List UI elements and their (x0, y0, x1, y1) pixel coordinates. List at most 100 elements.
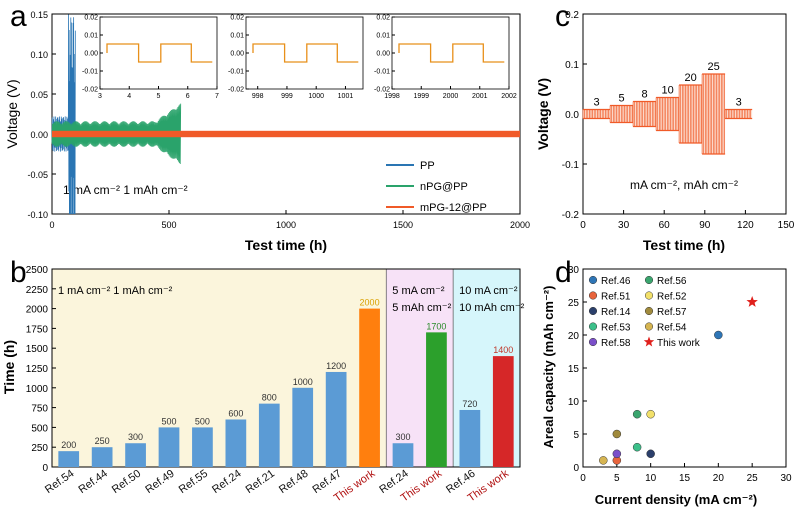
panel-b-bar-value-label: 250 (95, 436, 110, 446)
panel-a-inset-x-tick-label: 5 (157, 93, 161, 100)
panel-b-bar-value-label: 720 (462, 399, 477, 409)
panel-c-rate-performance: Voltage (V) Test time (h) mA cm⁻², mAh c… (535, 10, 795, 253)
panel-c-segment (655, 96, 680, 132)
panel-b-x-category-label: Ref.54 (43, 468, 76, 496)
panel-c-y-tick-label: 0.1 (565, 60, 579, 71)
panel-b-y-tick-label: 1000 (26, 384, 49, 395)
panel-a-x-axis-label: Test time (h) (245, 237, 327, 253)
panel-a-inset-y-tick-label: -0.01 (374, 69, 390, 76)
panel-b-bar (158, 427, 180, 467)
panel-b-bar (125, 443, 146, 467)
panel-b-bar-value-label: 800 (262, 393, 277, 403)
panel-c-x-tick-label: 120 (737, 220, 754, 231)
panel-c-y-tick-label: 0.2 (565, 10, 579, 21)
panel-a-inset-x-tick-label: 999 (281, 93, 293, 100)
panel-a-inset-x-tick-label: 2001 (472, 93, 488, 100)
panel-b-x-category-label: Ref.44 (76, 468, 109, 496)
panel-a-legend-label: nPG@PP (420, 181, 468, 193)
panel-c-segment-label: 10 (661, 85, 673, 97)
panel-c-segment-label: 8 (642, 89, 648, 101)
panel-a-inset-x-tick-label: 998 (252, 93, 264, 100)
panel-d-point (646, 449, 655, 459)
panel-c-x-tick-label: 30 (618, 220, 630, 231)
panel-d-legend-label: Ref.46 (601, 276, 631, 287)
panel-b-bar-value-label: 1400 (493, 345, 513, 355)
panel-b-y-tick-label: 750 (31, 404, 48, 415)
panel-d-point (714, 330, 723, 340)
panel-a-inset-y-tick-label: 0.02 (84, 15, 98, 22)
panel-d-legend-marker (588, 275, 598, 285)
panel-c-segment (678, 84, 703, 144)
panel-d-y-tick-label: 30 (568, 265, 580, 276)
panel-a-inset-x-tick-label: 7 (215, 93, 219, 100)
panel-b-y-tick-label: 2500 (26, 265, 49, 276)
panel-d-legend-label: Ref.58 (601, 338, 631, 349)
panel-d-legend-label: Ref.56 (657, 276, 687, 287)
panel-c-segment-trace (724, 109, 752, 119)
panel-c-annotation: mA cm⁻², mAh cm⁻² (630, 178, 738, 192)
panel-a-y-tick-label: 0.15 (30, 10, 48, 20)
panel-b-bar (492, 356, 514, 467)
panel-d-legend-marker (644, 322, 654, 331)
panel-a-y-tick-label: -0.10 (27, 210, 48, 220)
panel-b-y-tick-label: 1250 (26, 364, 49, 375)
panel-b-bar-value-label: 600 (228, 408, 243, 418)
panel-c-segment (609, 104, 634, 124)
panel-c-segment-trace (701, 74, 725, 154)
panel-c-segment-label: 3 (593, 97, 599, 109)
panel-c-x-tick-label: 60 (659, 220, 671, 231)
panel-d-x-tick-label: 0 (580, 473, 586, 484)
panel-d-legend-marker (588, 291, 598, 300)
panel-c-segment-trace (582, 109, 609, 119)
panel-a-inset-curve (398, 43, 505, 63)
panel-c-x-axis-label: Test time (h) (643, 237, 725, 253)
panel-b-bar-value-label: 200 (61, 440, 76, 450)
panel-a-inset: 1998 1999 2000 2001 2002 0.02 0.01 0.00 -0.01 -0.… (374, 15, 517, 101)
panel-b-y-axis-label: Time (h) (1, 340, 17, 394)
panel-b-bar (392, 443, 414, 467)
panel-b-bar (58, 451, 80, 467)
panel-c-segment (582, 108, 611, 120)
panel-c-segment (724, 108, 753, 120)
panel-c-segment-trace (609, 105, 633, 123)
panel-c-segment (701, 73, 726, 155)
panel-a-inset-y-tick-label: 0.02 (230, 15, 244, 22)
panel-d-point (632, 442, 642, 452)
panel-b-bar-value-label: 500 (161, 416, 176, 426)
panel-b-x-category-label: Ref.49 (143, 468, 176, 496)
panel-d-point (612, 449, 622, 459)
panel-b-bar (459, 409, 481, 467)
panel-d-x-axis-label: Current density (mA cm⁻²) (595, 492, 757, 507)
panel-a-inset-y-tick-label: 0.00 (230, 51, 244, 58)
panel-b-bar-value-label: 1000 (293, 377, 313, 387)
panel-label-c: c (555, 0, 570, 33)
panel-a-x-tick-label: 1500 (393, 220, 413, 230)
panel-b-bar (225, 419, 247, 467)
panel-a-voltage-profile: Voltage (V) Test time (h) 1 mA cm⁻² 1 mA… (4, 10, 530, 253)
panel-a-inset-frame (391, 16, 510, 90)
panel-a-inset-x-tick-label: 2002 (501, 93, 517, 100)
panel-b-bar-value-label: 1700 (426, 321, 446, 331)
panel-b-bar (325, 371, 347, 467)
panel-a-legend-label: mPG-12@PP (420, 202, 487, 214)
panel-b-x-category-label: Ref.48 (277, 468, 310, 496)
panel-a-inset-y-tick-label: 0.01 (230, 33, 244, 40)
panel-d-legend-label: Ref.53 (601, 323, 631, 334)
panel-b-y-tick-label: 1750 (26, 324, 49, 335)
panel-b-group-label: 5 mAh cm⁻² (392, 302, 451, 314)
panel-d-legend-marker (644, 306, 654, 316)
panel-c-segment-trace (655, 97, 679, 131)
panel-a-inset-y-tick-label: 0.00 (376, 51, 390, 58)
panel-b-y-tick-label: 2000 (26, 305, 49, 316)
panel-b-group-label: 1 mA cm⁻² 1 mAh cm⁻² (58, 285, 173, 297)
panel-d-legend-label: Ref.52 (657, 292, 687, 303)
panel-d-legend-marker (644, 291, 654, 300)
panel-d-x-tick-label: 15 (679, 473, 691, 484)
panel-a-inset-x-tick-label: 1000 (308, 93, 324, 100)
panel-d-point-this-work (746, 296, 758, 307)
panel-b-bar (426, 332, 447, 467)
panel-b-cycle-time-comparison: Time (h) 1 mA cm⁻² 1 mAh cm⁻² 5 mA cm⁻² 5 … (1, 265, 525, 504)
panel-a-x-tick-label: 2000 (510, 220, 530, 230)
panel-a-x-tick-label: 1000 (276, 220, 296, 230)
panel-c-y-axis-label: Voltage (V) (535, 78, 551, 150)
